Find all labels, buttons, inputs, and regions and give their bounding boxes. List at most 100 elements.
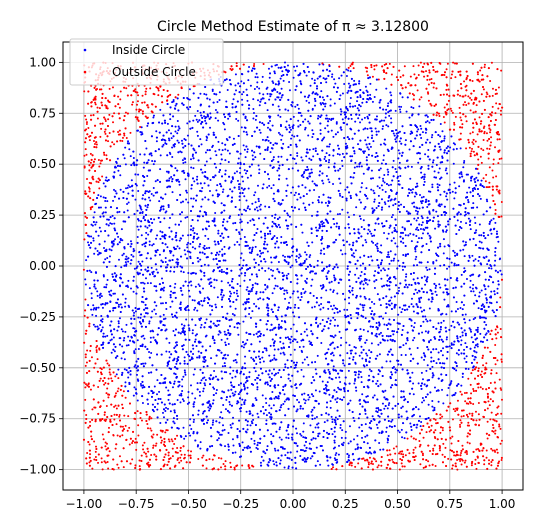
point-inside (322, 381, 324, 383)
point-outside (457, 90, 459, 92)
point-inside (413, 326, 415, 328)
point-inside (236, 170, 238, 172)
point-inside (196, 119, 198, 121)
point-inside (199, 319, 201, 321)
point-inside (293, 338, 295, 340)
point-outside (234, 467, 236, 469)
point-inside (380, 316, 382, 318)
point-inside (353, 84, 355, 86)
point-inside (389, 227, 391, 229)
point-inside (274, 359, 276, 361)
point-inside (481, 290, 483, 292)
point-inside (398, 290, 400, 292)
point-outside (501, 215, 503, 217)
point-inside (169, 177, 171, 179)
point-inside (282, 342, 284, 344)
point-inside (361, 102, 363, 104)
point-inside (308, 102, 310, 104)
point-outside (156, 434, 158, 436)
point-inside (104, 200, 106, 202)
point-inside (330, 98, 332, 100)
point-inside (200, 327, 202, 329)
point-inside (338, 77, 340, 79)
point-outside (465, 147, 467, 149)
point-inside (485, 317, 487, 319)
point-inside (412, 339, 414, 341)
point-outside (178, 462, 180, 464)
point-outside (495, 329, 497, 331)
point-inside (422, 397, 424, 399)
point-inside (232, 370, 234, 372)
point-inside (299, 433, 301, 435)
point-inside (181, 323, 183, 325)
point-inside (192, 348, 194, 350)
chart-title: Circle Method Estimate of π ≈ 3.12800 (157, 19, 429, 35)
point-inside (249, 279, 251, 281)
point-outside (455, 465, 457, 467)
point-outside (85, 365, 87, 367)
point-inside (192, 332, 194, 334)
point-inside (276, 237, 278, 239)
point-inside (268, 267, 270, 269)
point-outside (489, 333, 491, 335)
point-inside (257, 336, 259, 338)
point-inside (446, 173, 448, 175)
point-inside (278, 156, 280, 158)
point-inside (359, 94, 361, 96)
point-inside (360, 346, 362, 348)
point-inside (490, 268, 492, 270)
point-inside (365, 86, 367, 88)
point-inside (244, 149, 246, 151)
point-inside (287, 110, 289, 112)
point-inside (256, 206, 258, 208)
point-inside (382, 180, 384, 182)
point-inside (315, 368, 317, 370)
point-inside (260, 462, 262, 464)
point-inside (176, 312, 178, 314)
point-inside (275, 461, 277, 463)
point-outside (176, 447, 178, 449)
point-inside (306, 278, 308, 280)
point-inside (267, 445, 269, 447)
point-inside (186, 192, 188, 194)
point-inside (338, 226, 340, 228)
point-inside (193, 401, 195, 403)
point-inside (342, 118, 344, 120)
point-inside (379, 416, 381, 418)
point-outside (104, 382, 106, 384)
point-inside (274, 217, 276, 219)
point-inside (336, 308, 338, 310)
point-inside (133, 312, 135, 314)
point-inside (128, 184, 130, 186)
point-outside (101, 457, 103, 459)
point-inside (223, 246, 225, 248)
point-inside (477, 345, 479, 347)
point-inside (270, 151, 272, 153)
point-inside (190, 428, 192, 430)
point-inside (356, 194, 358, 196)
point-outside (459, 426, 461, 428)
point-outside (212, 459, 214, 461)
point-inside (272, 221, 274, 223)
point-inside (236, 370, 238, 372)
point-inside (381, 162, 383, 164)
point-outside (487, 408, 489, 410)
point-inside (242, 180, 244, 182)
point-outside (419, 463, 421, 465)
point-inside (227, 444, 229, 446)
point-outside (489, 80, 491, 82)
point-inside (281, 439, 283, 441)
point-inside (383, 324, 385, 326)
point-inside (321, 288, 323, 290)
point-inside (280, 242, 282, 244)
point-outside (394, 453, 396, 455)
point-inside (426, 206, 428, 208)
point-inside (320, 90, 322, 92)
point-inside (363, 219, 365, 221)
point-inside (94, 284, 96, 286)
point-outside (86, 350, 88, 352)
point-outside (158, 90, 160, 92)
point-inside (101, 329, 103, 331)
point-inside (128, 202, 130, 204)
point-inside (307, 399, 309, 401)
